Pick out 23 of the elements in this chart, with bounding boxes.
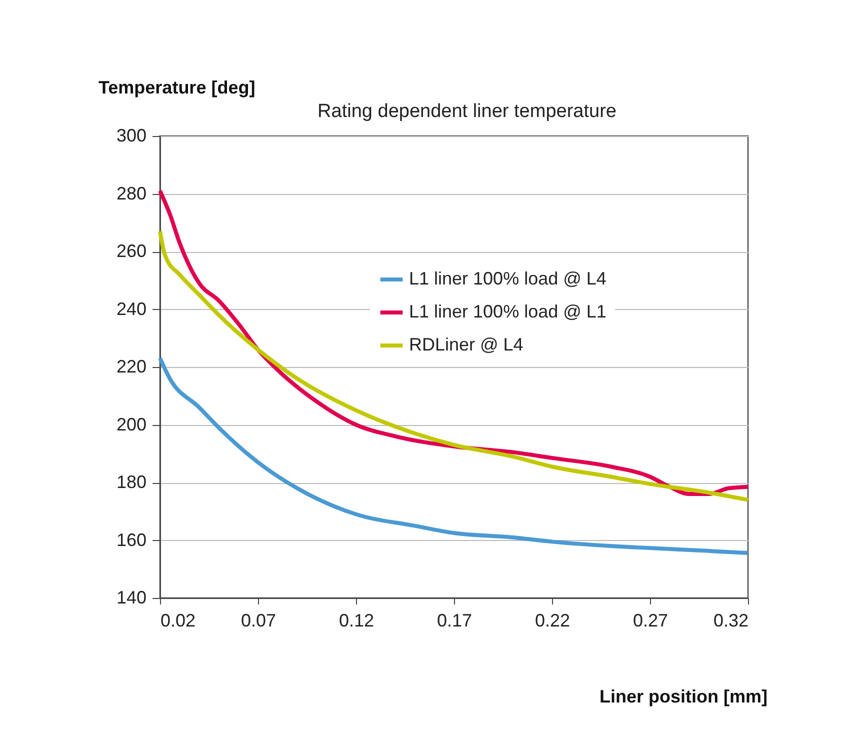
legend-label: L1 liner 100% load @ L4 (409, 268, 606, 288)
x-tick-label: 0.22 (534, 610, 570, 630)
x-tick-label: 0.17 (436, 610, 472, 630)
x-axis-title: Liner position [mm] (600, 686, 768, 706)
x-tick-label: 0.27 (632, 610, 668, 630)
line-series (158, 356, 750, 555)
y-tick-label: 300 (116, 126, 146, 146)
y-tick-label: 160 (116, 530, 146, 550)
x-tick-label: 0.02 (160, 610, 196, 630)
y-tick-label: 220 (116, 356, 146, 376)
y-tick-label: 140 (116, 588, 146, 608)
legend-label: RDLiner @ L4 (409, 334, 524, 354)
y-tick-label: 240 (116, 298, 146, 319)
y-tick-label: 260 (116, 241, 146, 261)
x-tick-label: 0.07 (240, 610, 276, 630)
y-tick-label: 200 (116, 414, 146, 434)
y-axis-title: Temperature [deg] (98, 78, 256, 98)
chart-title: Rating dependent liner temperature (318, 101, 616, 122)
x-tick-label: 0.12 (338, 610, 374, 630)
x-tick-label: 0.32 (713, 610, 748, 630)
y-tick-label: 180 (116, 472, 146, 492)
legend-label: L1 liner 100% load @ L1 (409, 302, 606, 322)
y-tick-label: 280 (116, 183, 146, 204)
